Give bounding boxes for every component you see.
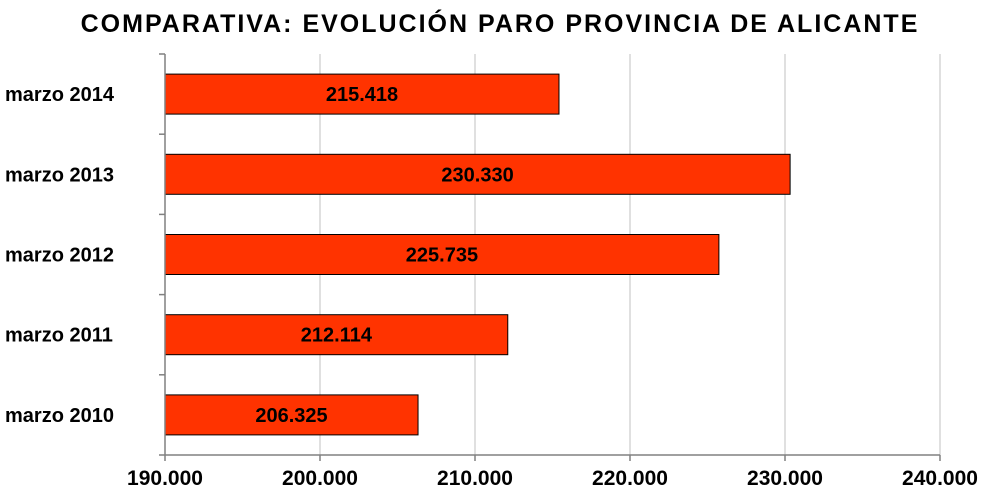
x-tick-label: 190.000 (127, 467, 203, 490)
bar (164, 314, 509, 356)
x-tick-label: 210.000 (437, 467, 513, 490)
category-label: marzo 2014 (5, 84, 115, 106)
data-label: 212.114 (301, 325, 373, 347)
x-tick-label: 230.000 (747, 467, 823, 490)
chart-title: COMPARATIVA: EVOLUCIÓN PARO PROVINCIA DE… (80, 10, 920, 38)
category-label: marzo 2013 (5, 164, 114, 186)
bars (164, 73, 791, 436)
x-tick-label: 220.000 (592, 467, 668, 490)
axes (159, 53, 941, 461)
labels: 190.000 200.000 210.000 220.000 230.000 240.0… (5, 84, 978, 490)
data-label: 230.330 (441, 164, 513, 186)
data-label: 206.325 (255, 405, 327, 427)
category-label: marzo 2011 (5, 325, 113, 347)
data-label: 225.735 (406, 245, 478, 267)
data-label: 215.418 (326, 84, 398, 106)
x-tick-label: 200.000 (282, 467, 358, 490)
category-label: marzo 2012 (5, 245, 114, 267)
category-label: marzo 2010 (5, 405, 114, 427)
x-tick-label: 240.000 (902, 467, 978, 490)
bar (164, 234, 720, 275)
bar (164, 394, 419, 436)
bar (164, 153, 791, 195)
